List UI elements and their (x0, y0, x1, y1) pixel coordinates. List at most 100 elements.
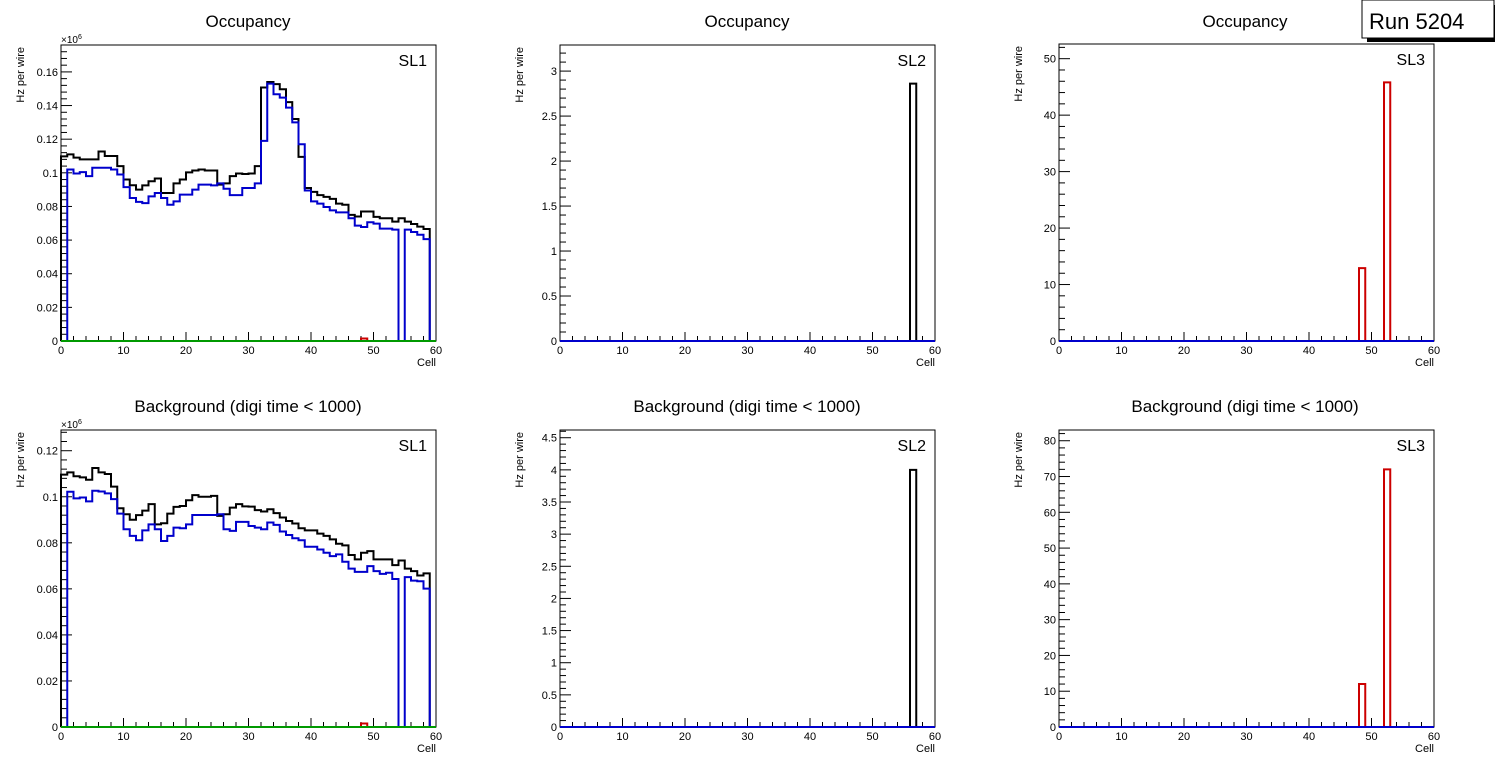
superlayer-tag: SL3 (1397, 438, 1426, 455)
x-tick-label: 20 (180, 731, 192, 743)
y-axis-exponent-power: 6 (78, 34, 82, 41)
panel-title: Background (digi time < 1000) (134, 397, 361, 416)
superlayer-tag: SL1 (399, 53, 428, 70)
y-tick-label: 0.02 (37, 676, 58, 688)
y-tick-label: 80 (1044, 436, 1056, 448)
panel-title: Occupancy (704, 12, 790, 31)
y-tick-label: 0.14 (37, 101, 58, 113)
y-tick-label: 0.02 (37, 302, 58, 314)
y-tick-label: 1.5 (542, 626, 557, 638)
y-tick-label: 0.04 (37, 630, 58, 642)
y-tick-label: 50 (1044, 543, 1056, 555)
superlayer-tag: SL3 (1397, 52, 1426, 69)
y-tick-label: 0 (52, 336, 58, 348)
y-tick-label: 0.04 (37, 269, 58, 281)
x-tick-label: 50 (1365, 345, 1377, 357)
histogram-panel-4: Background (digi time < 1000) 0 10 20 30 40 50… (15, 397, 442, 755)
y-axis-label: Hz per wire (514, 432, 526, 488)
y-tick-label: 0.1 (43, 492, 58, 504)
y-tick-label: 0.5 (542, 690, 557, 702)
x-tick-label: 10 (616, 345, 628, 357)
y-tick-label: 30 (1044, 167, 1056, 179)
x-tick-label: 40 (305, 345, 317, 357)
y-axis-label: Hz per wire (1013, 46, 1025, 102)
y-tick-label: 0.06 (37, 235, 58, 247)
plot-frame (60, 44, 437, 342)
histogram-series-red (1059, 81, 1434, 342)
x-tick-label: 50 (367, 345, 379, 357)
x-tick-label: 0 (557, 345, 563, 357)
y-tick-label: 1.5 (542, 201, 557, 213)
y-tick-label: 0.16 (37, 67, 58, 79)
histogram-series-red (1059, 468, 1434, 728)
x-tick-label: 60 (1428, 731, 1440, 743)
x-tick-label: 20 (1178, 345, 1190, 357)
y-tick-label: 3 (551, 66, 557, 78)
x-tick-label: 20 (1178, 731, 1190, 743)
y-tick-label: 1 (551, 658, 557, 670)
panel-title: Background (digi time < 1000) (1131, 397, 1358, 416)
x-tick-label: 0 (1056, 345, 1062, 357)
x-tick-label: 30 (741, 731, 753, 743)
y-tick-label: 2 (551, 156, 557, 168)
x-tick-label: 10 (616, 731, 628, 743)
y-axis-label: Hz per wire (514, 47, 526, 103)
y-tick-label: 40 (1044, 579, 1056, 591)
histogram-panel-2: Occupancy 0 10 20 30 40 50 60 0 0.5 1 1.5 2 2.5 3 Cell H… (514, 12, 941, 369)
x-axis-label: Cell (417, 743, 436, 755)
x-tick-label: 60 (929, 731, 941, 743)
panel-title: Occupancy (1202, 12, 1288, 31)
y-tick-label: 0.12 (37, 134, 58, 146)
y-axis-label: Hz per wire (15, 432, 27, 488)
y-tick-label: 2.5 (542, 111, 557, 123)
x-tick-label: 30 (1240, 731, 1252, 743)
y-tick-label: 0 (551, 722, 557, 734)
histogram-series-black (60, 81, 436, 342)
panel-title: Background (digi time < 1000) (633, 397, 860, 416)
y-axis-label: Hz per wire (15, 47, 27, 103)
y-tick-label: 0 (551, 336, 557, 348)
x-tick-label: 60 (430, 345, 442, 357)
x-tick-label: 30 (1240, 345, 1252, 357)
y-tick-label: 0 (52, 722, 58, 734)
y-tick-label: 0.08 (37, 538, 58, 550)
run-label-box: Run 5204 (1361, 0, 1495, 42)
y-tick-label: 10 (1044, 280, 1056, 292)
x-axis-label: Cell (916, 743, 935, 755)
x-tick-label: 50 (866, 345, 878, 357)
x-tick-label: 40 (1303, 345, 1315, 357)
y-axis-exponent: ×106 (61, 34, 82, 46)
superlayer-tag: SL1 (399, 438, 428, 455)
x-tick-label: 40 (1303, 731, 1315, 743)
y-tick-label: 3 (551, 529, 557, 541)
y-tick-label: 60 (1044, 507, 1056, 519)
y-tick-label: 2 (551, 593, 557, 605)
run-label: Run 5204 (1369, 9, 1464, 34)
y-tick-label: 40 (1044, 110, 1056, 122)
plot-frame (559, 44, 936, 342)
x-axis-label: Cell (1415, 357, 1434, 369)
histogram-series-blue (61, 82, 436, 342)
x-tick-label: 0 (58, 345, 64, 357)
y-tick-label: 30 (1044, 615, 1056, 627)
x-tick-label: 60 (929, 345, 941, 357)
x-tick-label: 40 (305, 731, 317, 743)
x-tick-label: 50 (367, 731, 379, 743)
x-tick-label: 0 (557, 731, 563, 743)
x-tick-label: 20 (180, 345, 192, 357)
x-tick-label: 0 (1056, 731, 1062, 743)
x-tick-label: 30 (741, 345, 753, 357)
x-tick-label: 30 (242, 731, 254, 743)
y-tick-label: 0 (1050, 336, 1056, 348)
plot-frame (559, 429, 936, 728)
x-axis-label: Cell (417, 357, 436, 369)
y-tick-label: 0.12 (37, 446, 58, 458)
x-axis-label: Cell (1415, 743, 1434, 755)
histogram-series-black (560, 82, 935, 342)
histogram-series-blue (61, 489, 436, 728)
y-axis-exponent: ×106 (61, 419, 82, 431)
histogram-panel-5: Background (digi time < 1000)0 10 20 30 40 50… (514, 397, 941, 755)
x-tick-label: 10 (1115, 345, 1127, 357)
y-tick-label: 4 (551, 465, 557, 477)
y-axis-label: Hz per wire (1013, 432, 1025, 488)
